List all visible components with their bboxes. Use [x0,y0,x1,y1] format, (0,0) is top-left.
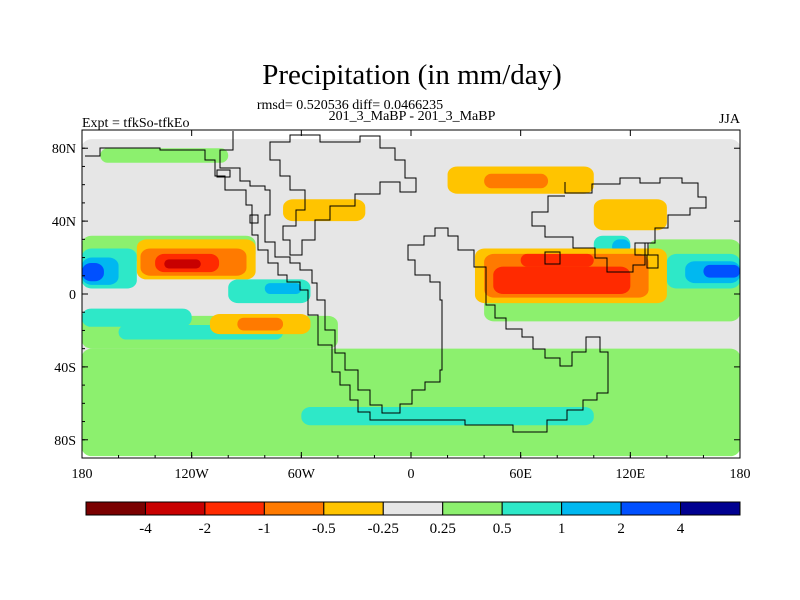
chart-title: Precipitation (in mm/day) [262,59,562,91]
field-region-12 [301,406,594,426]
colorbar-swatch-1 [144,501,206,516]
x-tick-label-0: 180 [72,467,93,482]
colorbar-label-5: 0.25 [430,521,456,537]
colorbar: -4 -2 -1 -0.5 -0.25 0.25 0.5 1 2 4 [85,501,741,537]
colorbar-label-1: -2 [199,521,212,537]
field-region-26 [593,199,667,231]
colorbar-label-8: 2 [617,521,625,537]
y-tick-label-4: 80S [54,434,76,449]
colorbar-label-4: -0.25 [368,521,399,537]
x-tick-label-2: 60W [288,467,316,482]
colorbar-label-9: 4 [677,521,685,537]
field-region-33 [520,253,594,267]
field-region-28 [237,317,284,331]
center-label: 201_3_MaBP - 201_3_MaBP [329,109,496,124]
y-tick-label-2: 0 [69,288,76,303]
field-region-32 [493,266,631,294]
field-region-6 [100,148,229,163]
field-region-16 [264,283,302,294]
colorbar-swatch-5 [382,501,444,516]
x-tick-label-5: 120E [616,467,646,482]
x-tick-label-3: 0 [408,467,415,482]
left-label: Expt = tfkSo-tfkEo [82,116,189,131]
field-region-19 [82,263,104,282]
colorbar-swatch-9 [620,501,682,516]
colorbar-label-3: -0.5 [312,521,336,537]
x-tick-label-6: 180 [730,467,751,482]
colorbar-label-0: -4 [139,521,152,537]
field-region-24 [283,199,366,222]
colorbar-swatch-10 [680,501,741,516]
colorbar-swatch-6 [442,501,503,516]
continent-outlines [85,131,707,433]
colorbar-swatch-2 [204,501,265,516]
colorbar-swatch-4 [323,501,384,516]
colorbar-label-7: 1 [558,521,566,537]
y-axis-ticks: 80N 40N 0 40S 80S [52,129,740,459]
y-tick-label-0: 80N [52,142,76,157]
field-region-10 [82,308,192,327]
colorbar-label-2: -1 [258,521,271,537]
colorbar-swatch-3 [263,501,325,516]
colorbar-swatch-7 [501,501,563,516]
precipitation-field [82,139,740,457]
colorbar-swatch-8 [561,501,622,516]
field-region-30 [484,173,549,189]
field-region-20 [703,264,740,278]
field-region-34 [164,259,201,269]
y-tick-label-3: 40S [54,361,76,376]
colorbar-label-6: 0.5 [493,521,512,537]
colorbar-swatch-0 [85,501,146,516]
x-axis-ticks: 180 120W 60W 0 60E 120E 180 [72,130,751,482]
chart-subtitle: rmsd= 0.520536 diff= 0.0466235 [257,98,443,113]
x-tick-label-4: 60E [509,467,532,482]
y-tick-label-1: 40N [52,215,76,230]
x-tick-label-1: 120W [175,467,210,482]
field-region-7 [520,363,667,389]
right-label: JJA [719,112,741,127]
